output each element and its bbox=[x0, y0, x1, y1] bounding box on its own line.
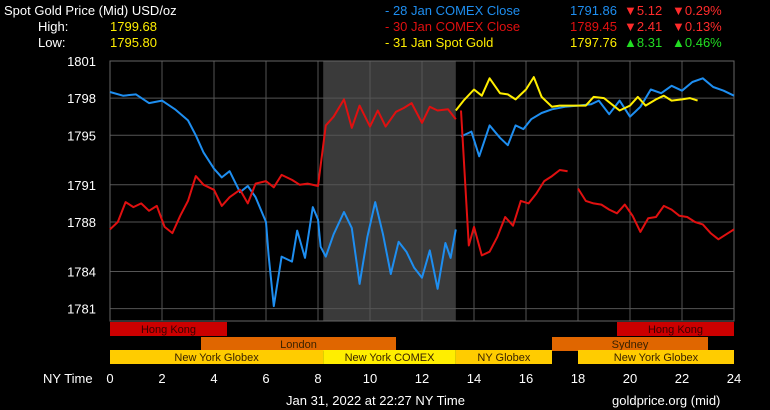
session-label: New York Globex bbox=[614, 352, 699, 364]
x-tick-label: 2 bbox=[158, 371, 165, 386]
session-label: Sydney bbox=[612, 339, 649, 351]
x-tick-label: 0 bbox=[106, 371, 113, 386]
session-label: NY Globex bbox=[477, 352, 530, 364]
timestamp: Jan 31, 2022 at 22:27 NY Time bbox=[286, 393, 465, 408]
x-tick-label: 10 bbox=[363, 371, 377, 386]
session-bar bbox=[323, 350, 456, 364]
high-value: 1799.68 bbox=[110, 19, 157, 34]
y-tick-label: 1784 bbox=[67, 264, 96, 279]
session-label: Hong Kong bbox=[648, 324, 703, 336]
y-tick-label: 1788 bbox=[67, 215, 96, 230]
chart-title: Spot Gold Price (Mid) USD/oz bbox=[4, 3, 177, 18]
session-bar bbox=[578, 350, 734, 364]
y-tick-label: 1795 bbox=[67, 128, 96, 143]
legend-series-change: ▼2.41 bbox=[624, 19, 663, 34]
low-label: Low: bbox=[38, 35, 66, 50]
y-tick-label: 1801 bbox=[67, 54, 96, 69]
legend-series-name: - 31 Jan Spot Gold bbox=[385, 35, 494, 50]
legend-series-pct: ▼0.29% bbox=[672, 3, 722, 18]
session-bar bbox=[455, 350, 552, 364]
low-value: 1795.80 bbox=[110, 35, 157, 50]
legend-series-pct: ▼0.13% bbox=[672, 19, 722, 34]
legend-series-change: ▼5.12 bbox=[624, 3, 663, 18]
session-bar bbox=[110, 350, 324, 364]
x-tick-label: 6 bbox=[262, 371, 269, 386]
legend-series-price: 1791.86 bbox=[570, 3, 617, 18]
x-tick-label: 12 bbox=[415, 371, 429, 386]
legend-series-pct: ▲0.46% bbox=[672, 35, 722, 50]
session-bar bbox=[201, 337, 396, 351]
session-bar bbox=[552, 337, 708, 351]
x-tick-label: 4 bbox=[210, 371, 217, 386]
x-tick-label: 20 bbox=[623, 371, 637, 386]
x-tick-label: 18 bbox=[571, 371, 585, 386]
x-tick-label: 24 bbox=[727, 371, 741, 386]
session-label: Hong Kong bbox=[141, 324, 196, 336]
legend-series-price: 1789.45 bbox=[570, 19, 617, 34]
session-bar bbox=[617, 322, 734, 336]
session-label: New York COMEX bbox=[345, 352, 436, 364]
x-tick-label: 14 bbox=[467, 371, 481, 386]
x-tick-label: 22 bbox=[675, 371, 689, 386]
series-line bbox=[109, 77, 735, 308]
session-label: London bbox=[280, 339, 317, 351]
session-bar bbox=[110, 322, 227, 336]
legend-series-name: - 28 Jan COMEX Close bbox=[385, 3, 521, 18]
series-line bbox=[109, 98, 735, 257]
plot-border bbox=[109, 60, 735, 322]
session-label: New York Globex bbox=[174, 352, 259, 364]
legend-series-change: ▲8.31 bbox=[624, 35, 663, 50]
x-tick-label: 8 bbox=[314, 371, 321, 386]
series-line bbox=[455, 76, 698, 112]
x-tick-label: 16 bbox=[519, 371, 533, 386]
legend-series-name: - 30 Jan COMEX Close bbox=[385, 19, 521, 34]
y-tick-label: 1781 bbox=[67, 302, 96, 317]
source-label: goldprice.org (mid) bbox=[612, 393, 721, 408]
legend-series-price: 1797.76 bbox=[570, 35, 617, 50]
y-tick-label: 1791 bbox=[67, 178, 96, 193]
x-axis-label: NY Time bbox=[43, 371, 93, 386]
high-label: High: bbox=[38, 19, 69, 34]
y-tick-label: 1798 bbox=[67, 91, 96, 106]
